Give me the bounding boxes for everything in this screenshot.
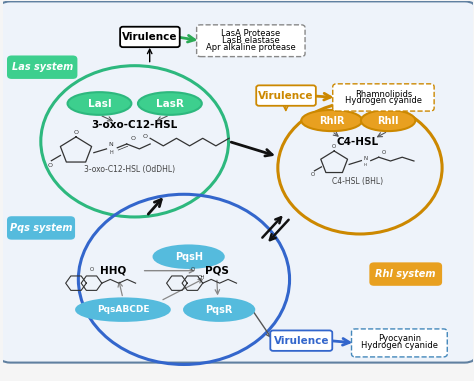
- Text: Hydrogen cyanide: Hydrogen cyanide: [361, 341, 438, 350]
- Ellipse shape: [184, 298, 255, 321]
- Text: HHQ: HHQ: [100, 266, 127, 276]
- Text: O: O: [311, 172, 315, 177]
- FancyBboxPatch shape: [270, 330, 332, 351]
- Text: Pqs system: Pqs system: [9, 223, 72, 233]
- Text: Virulence: Virulence: [122, 32, 177, 42]
- FancyBboxPatch shape: [333, 84, 434, 111]
- Text: O: O: [131, 136, 136, 141]
- FancyBboxPatch shape: [120, 27, 180, 47]
- Text: Apr alkaline protease: Apr alkaline protease: [206, 43, 296, 52]
- Text: 3-oxo-C12-HSL (OdDHL): 3-oxo-C12-HSL (OdDHL): [84, 165, 175, 174]
- FancyBboxPatch shape: [0, 2, 474, 363]
- FancyBboxPatch shape: [7, 56, 77, 79]
- FancyBboxPatch shape: [7, 216, 75, 240]
- Text: PqsABCDE: PqsABCDE: [97, 305, 149, 314]
- Text: O: O: [47, 163, 52, 168]
- Text: N: N: [109, 142, 114, 147]
- FancyBboxPatch shape: [197, 25, 305, 57]
- Ellipse shape: [154, 245, 224, 268]
- Ellipse shape: [361, 110, 415, 131]
- Text: O: O: [143, 134, 148, 139]
- Text: H: H: [109, 150, 113, 155]
- Text: O: O: [190, 267, 194, 272]
- Text: PqsR: PqsR: [205, 305, 233, 315]
- FancyBboxPatch shape: [256, 85, 316, 106]
- Ellipse shape: [68, 92, 131, 115]
- Text: PqsH: PqsH: [174, 252, 203, 262]
- Text: N: N: [363, 156, 367, 161]
- Text: OH: OH: [198, 275, 205, 280]
- Text: 3-oxo-C12-HSL: 3-oxo-C12-HSL: [91, 120, 178, 130]
- Text: O: O: [73, 130, 79, 135]
- Text: H: H: [364, 163, 366, 167]
- Text: O: O: [332, 144, 336, 149]
- Text: RhlI: RhlI: [377, 115, 399, 125]
- Text: LasI: LasI: [88, 99, 111, 109]
- Text: Virulence: Virulence: [273, 336, 329, 346]
- Text: C4-HSL: C4-HSL: [337, 137, 379, 147]
- Text: LasR: LasR: [156, 99, 184, 109]
- Text: LasA Protease: LasA Protease: [221, 29, 281, 38]
- Text: Hydrogen cyanide: Hydrogen cyanide: [345, 96, 422, 106]
- Ellipse shape: [138, 92, 202, 115]
- Ellipse shape: [301, 110, 362, 131]
- FancyBboxPatch shape: [352, 329, 447, 357]
- Text: C4-HSL (BHL): C4-HSL (BHL): [332, 177, 383, 186]
- Text: Rhl system: Rhl system: [375, 269, 436, 279]
- Ellipse shape: [76, 298, 170, 321]
- Text: Las system: Las system: [11, 62, 73, 72]
- Text: O: O: [382, 150, 386, 155]
- Text: Virulence: Virulence: [258, 91, 314, 101]
- Text: RhlR: RhlR: [319, 115, 345, 125]
- Text: LasB elastase: LasB elastase: [222, 36, 280, 45]
- Text: Rhamnolipids: Rhamnolipids: [355, 90, 412, 99]
- Text: PQS: PQS: [205, 266, 229, 276]
- FancyBboxPatch shape: [369, 263, 442, 286]
- Text: O: O: [90, 267, 94, 272]
- Text: Pyocyanin: Pyocyanin: [378, 334, 421, 343]
